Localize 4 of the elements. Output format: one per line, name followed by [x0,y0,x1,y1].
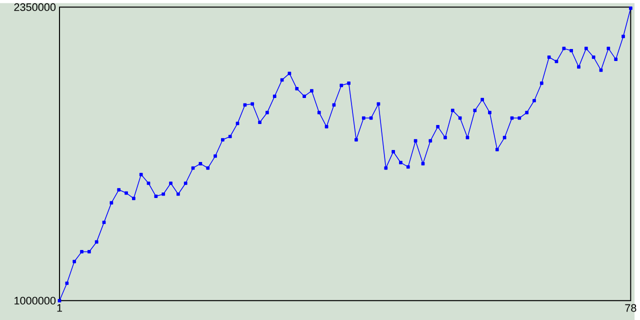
y-tick-label: 2350000 [14,3,56,11]
y-tick-label: 1000000 [14,296,56,304]
x-tick-label: 1 [57,304,62,312]
x-tick-label: 78 [625,304,636,312]
